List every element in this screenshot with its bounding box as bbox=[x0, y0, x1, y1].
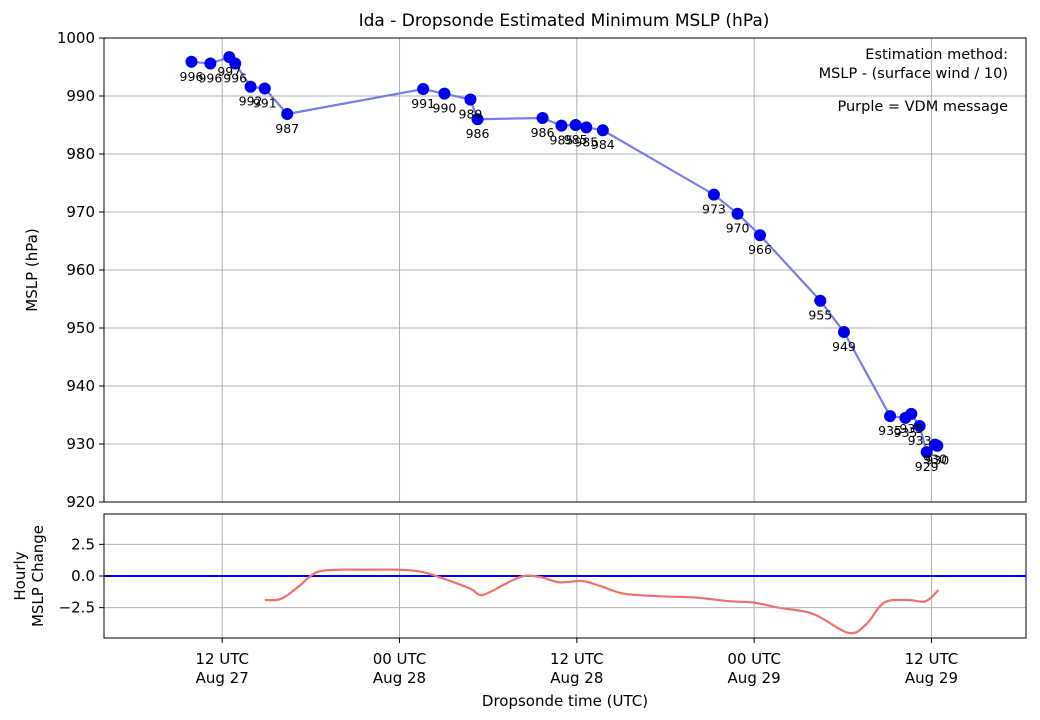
mslp-point-label: 930 bbox=[923, 452, 947, 467]
x-tick-label-date: Aug 27 bbox=[196, 669, 249, 687]
annotation-vdm-note: Purple = VDM message bbox=[837, 99, 1008, 115]
mslp-point-label: 990 bbox=[433, 101, 457, 116]
top-y-tick-label: 990 bbox=[66, 87, 95, 105]
bottom-y-axis-label-line2: MSLP Change bbox=[29, 525, 47, 627]
top-y-tick-label: 960 bbox=[66, 261, 95, 279]
mslp-point-label: 989 bbox=[459, 106, 483, 121]
top-y-tick-label: 930 bbox=[66, 435, 95, 453]
mslp-point bbox=[229, 57, 242, 70]
mslp-point-label: 985 bbox=[564, 132, 588, 147]
annotation-method-heading: Estimation method: bbox=[865, 47, 1008, 63]
top-y-axis: 920 930 940 950 960 970 980 990 1000 bbox=[57, 29, 104, 511]
mslp-point-label: 986 bbox=[531, 125, 555, 140]
top-y-tick-label: 950 bbox=[66, 319, 95, 337]
method-annotations: Estimation method: MSLP - (surface wind … bbox=[819, 47, 1008, 115]
chart-title: Ida - Dropsonde Estimated Minimum MSLP (… bbox=[359, 11, 770, 31]
mslp-point bbox=[931, 439, 944, 452]
bottom-y-axis: −2.5 0.0 2.5 bbox=[59, 535, 104, 617]
mslp-point bbox=[580, 121, 593, 134]
bottom-y-tick-label: −2.5 bbox=[59, 599, 95, 617]
bottom-y-axis-label-line1: Hourly bbox=[11, 551, 29, 600]
annotation-method-formula: MSLP - (surface wind / 10) bbox=[819, 66, 1008, 82]
mslp-point-label: 929 bbox=[915, 459, 939, 474]
mslp-point-label: 935 bbox=[878, 423, 902, 438]
mslp-point bbox=[555, 119, 568, 132]
top-y-tick-label: 920 bbox=[66, 493, 95, 511]
mslp-point-label: 984 bbox=[591, 137, 615, 152]
mslp-point bbox=[569, 119, 582, 131]
hourly-change-line bbox=[264, 568, 940, 635]
top-y-axis-label: MSLP (hPa) bbox=[23, 228, 41, 311]
mslp-point bbox=[596, 124, 609, 137]
mslp-point bbox=[754, 229, 767, 242]
mslp-point bbox=[905, 407, 918, 420]
mslp-point bbox=[258, 82, 271, 95]
mslp-point-label: 986 bbox=[466, 126, 490, 141]
x-tick-label-time: 12 UTC bbox=[905, 650, 959, 668]
bottom-y-tick-label: 2.5 bbox=[71, 535, 95, 553]
mslp-point-label: 985 bbox=[550, 133, 574, 148]
mslp-point bbox=[438, 87, 451, 100]
mslp-point-label: 973 bbox=[702, 202, 726, 217]
mslp-point-label: 992 bbox=[239, 94, 263, 109]
mslp-point-label: 935 bbox=[899, 421, 923, 436]
mslp-point-label: 955 bbox=[808, 308, 832, 323]
x-axis-label: Dropsonde time (UTC) bbox=[482, 692, 648, 710]
mslp-point-label: 970 bbox=[726, 221, 750, 236]
mslp-point bbox=[707, 188, 720, 201]
x-tick-label-date: Aug 28 bbox=[373, 669, 426, 687]
x-tick-label-date: Aug 29 bbox=[728, 669, 781, 687]
mslp-point-label: 991 bbox=[411, 96, 435, 111]
x-tick-label-time: 00 UTC bbox=[727, 650, 781, 668]
mslp-point-label: 930 bbox=[925, 453, 949, 468]
mslp-point bbox=[837, 326, 850, 339]
mslp-point bbox=[920, 446, 933, 459]
mslp-point bbox=[281, 107, 294, 120]
mslp-line bbox=[191, 55, 938, 455]
mslp-point bbox=[244, 80, 257, 93]
mslp-point-label: 966 bbox=[748, 242, 772, 257]
mslp-point bbox=[464, 93, 477, 106]
top-y-tick-label: 1000 bbox=[57, 29, 95, 47]
mslp-point-label: 991 bbox=[253, 95, 277, 110]
mslp-point-label: 987 bbox=[275, 121, 299, 136]
top-y-tick-label: 940 bbox=[66, 377, 95, 395]
mslp-point-label: 985 bbox=[574, 134, 598, 149]
mslp-point bbox=[814, 294, 827, 307]
x-tick-label-time: 12 UTC bbox=[550, 650, 604, 668]
x-tick-label-date: Aug 29 bbox=[905, 669, 958, 687]
mslp-point-label: 996 bbox=[198, 71, 222, 86]
mslp-point bbox=[913, 420, 926, 433]
x-tick-label-time: 12 UTC bbox=[195, 650, 249, 668]
bottom-y-tick-label: 0.0 bbox=[71, 567, 95, 585]
top-y-tick-label: 970 bbox=[66, 203, 95, 221]
x-tick-label-date: Aug 28 bbox=[550, 669, 603, 687]
mslp-point-label: 935 bbox=[894, 425, 918, 440]
mslp-point bbox=[884, 410, 897, 423]
mslp-point bbox=[185, 55, 198, 68]
mslp-point bbox=[417, 83, 430, 96]
hourly-change-series bbox=[104, 568, 1026, 635]
mslp-point bbox=[204, 57, 217, 70]
mslp-point-label: 949 bbox=[832, 339, 856, 354]
mslp-point bbox=[731, 207, 744, 220]
mslp-point-label: 933 bbox=[908, 433, 932, 448]
mslp-point-label: 997 bbox=[217, 64, 241, 79]
mslp-point-label: 996 bbox=[223, 71, 247, 86]
top-y-tick-label: 980 bbox=[66, 145, 95, 163]
mslp-point bbox=[536, 112, 549, 125]
x-tick-label-time: 00 UTC bbox=[373, 650, 427, 668]
mslp-point bbox=[471, 113, 484, 126]
mslp-point-label: 996 bbox=[180, 69, 204, 84]
